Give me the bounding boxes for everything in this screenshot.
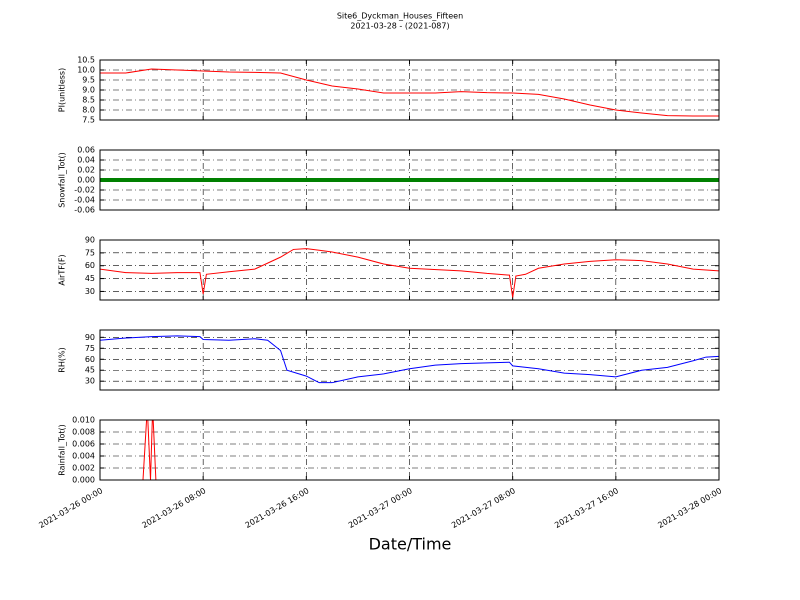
x-tick-label: 2021-03-26 16:00 bbox=[244, 486, 311, 530]
y-tick-label: 0.006 bbox=[72, 440, 95, 449]
y-tick-label: 10.5 bbox=[77, 56, 95, 65]
y-tick-label: 10.0 bbox=[77, 66, 95, 75]
y-tick-label: 60 bbox=[85, 355, 95, 364]
y-tick-label: 75 bbox=[85, 344, 95, 353]
plot-frame bbox=[99, 419, 720, 481]
y-tick-label: 30 bbox=[85, 377, 95, 386]
plot-frame bbox=[99, 239, 720, 301]
x-tick-label: 2021-03-27 08:00 bbox=[450, 486, 517, 530]
y-tick-label: -0.04 bbox=[74, 196, 95, 205]
x-tick-label: 2021-03-27 00:00 bbox=[347, 486, 414, 530]
y-tick-label: 9.5 bbox=[82, 76, 95, 85]
data-line bbox=[100, 335, 719, 384]
y-axis-label: Snowfall_Tot() bbox=[58, 152, 67, 208]
chart-title: Site6_Dyckman_Houses_Fifteen bbox=[337, 12, 463, 21]
y-tick-label: 90 bbox=[85, 236, 95, 245]
y-tick-label: 7.5 bbox=[82, 116, 95, 125]
y-tick-label: 0.002 bbox=[72, 464, 95, 473]
y-tick-label: -0.02 bbox=[74, 186, 95, 195]
y-tick-label: 8.0 bbox=[82, 106, 95, 115]
x-tick-label: 2021-03-27 16:00 bbox=[553, 486, 620, 530]
x-tick-label: 2021-03-28 00:00 bbox=[656, 486, 723, 530]
y-axis-label: Rainfall_Tot() bbox=[58, 424, 67, 476]
y-tick-label: 8.5 bbox=[82, 96, 95, 105]
y-tick-label: 75 bbox=[85, 248, 95, 257]
plot-frame bbox=[99, 59, 720, 121]
y-tick-label: 0.02 bbox=[77, 166, 95, 175]
y-axis-label: AirTF(F) bbox=[58, 254, 67, 285]
y-tick-label: 0.04 bbox=[77, 156, 95, 165]
x-tick-label: 2021-03-26 08:00 bbox=[140, 486, 207, 530]
plot-frame bbox=[99, 329, 720, 391]
y-tick-label: -0.06 bbox=[74, 206, 95, 215]
y-tick-label: 60 bbox=[85, 261, 95, 270]
data-line bbox=[100, 248, 719, 298]
y-axis-label: PI(unitless) bbox=[58, 68, 67, 112]
y-tick-label: 0.004 bbox=[72, 452, 95, 461]
plot-frame bbox=[99, 149, 720, 211]
data-line bbox=[100, 68, 719, 117]
y-tick-label: 0.00 bbox=[77, 176, 95, 185]
y-tick-label: 45 bbox=[85, 274, 95, 283]
x-tick-label: 2021-03-26 00:00 bbox=[37, 486, 104, 530]
y-tick-label: 30 bbox=[85, 287, 95, 296]
y-axis-label: RH(%) bbox=[58, 347, 67, 372]
y-tick-label: 0.06 bbox=[77, 146, 95, 155]
y-tick-label: 0.000 bbox=[72, 476, 95, 485]
x-axis-label: Date/Time bbox=[369, 535, 452, 554]
chart-subtitle: 2021-03-28 - (2021-087) bbox=[350, 22, 449, 31]
y-tick-label: 90 bbox=[85, 333, 95, 342]
y-tick-label: 0.008 bbox=[72, 428, 95, 437]
y-tick-label: 45 bbox=[85, 366, 95, 375]
y-tick-label: 9.0 bbox=[82, 86, 95, 95]
y-tick-label: 0.010 bbox=[72, 416, 95, 425]
